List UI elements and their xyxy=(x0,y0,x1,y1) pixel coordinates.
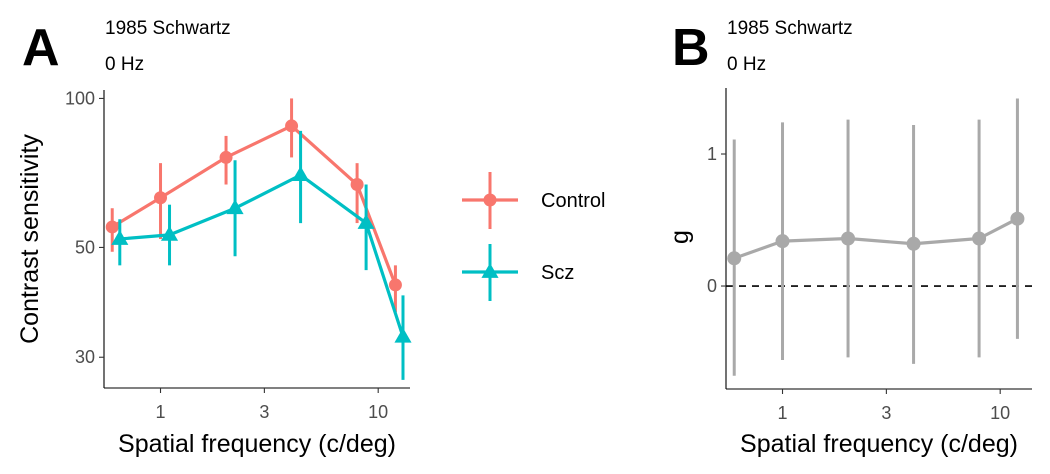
series-line-scz xyxy=(119,173,405,338)
panel-a-x-axis-title: Spatial frequency (c/deg) xyxy=(118,430,396,458)
data-point-scz xyxy=(111,230,129,245)
legend-label-scz: Scz xyxy=(541,262,574,284)
panel-a-x-tick-label: 10 xyxy=(368,402,388,422)
data-point-control xyxy=(388,278,402,292)
effect-size-point xyxy=(906,236,921,251)
data-point-control xyxy=(154,191,168,205)
effect-size-point xyxy=(972,231,987,246)
panel-a-subtitle-frequency: 0 Hz xyxy=(105,54,144,75)
panel-b-x-axis-title: Spatial frequency (c/deg) xyxy=(740,430,1018,458)
data-point-control xyxy=(350,178,364,192)
panel-a-x-tick-label: 3 xyxy=(259,402,269,422)
panel-a-y-axis-title: Contrast sensitivity xyxy=(16,134,44,344)
effect-size-point xyxy=(841,231,856,246)
legend-label-control: Control xyxy=(541,190,605,212)
panel-b: B 1985 Schwartz 0 Hz 1 3 10 0 1 Spatial freq… xyxy=(666,18,1032,458)
legend-marker-control xyxy=(483,193,497,207)
panel-b-subtitle-study: 1985 Schwartz xyxy=(727,18,853,39)
effect-size-point xyxy=(727,251,742,266)
panel-a: A 1985 Schwartz 0 Hz 1 3 10 30 50 100 Spatial… xyxy=(16,18,412,458)
data-point-scz xyxy=(226,199,244,215)
data-point-control xyxy=(105,220,119,234)
panel-b-y-tick-label: 1 xyxy=(707,144,717,164)
legend: Control Scz xyxy=(462,172,605,301)
panel-a-subtitle-study: 1985 Schwartz xyxy=(105,18,231,39)
panel-b-y-axis-title: g xyxy=(666,230,694,244)
panel-b-letter: B xyxy=(672,19,710,77)
effect-size-point xyxy=(775,234,790,249)
data-point-scz xyxy=(357,214,375,229)
panel-b-x-tick-label: 1 xyxy=(778,403,788,423)
panel-b-x-tick-label: 3 xyxy=(881,403,891,423)
data-point-scz xyxy=(160,225,179,241)
effect-size-point xyxy=(1010,211,1025,226)
panel-a-y-tick-label: 50 xyxy=(75,237,95,257)
panel-a-x-tick-label: 1 xyxy=(156,402,166,422)
data-point-control xyxy=(219,150,233,164)
legend-marker-scz xyxy=(481,263,499,278)
data-point-control xyxy=(285,119,299,133)
panel-b-y-tick-label: 0 xyxy=(707,276,717,296)
data-point-scz xyxy=(394,327,412,343)
panel-b-x-tick-label: 10 xyxy=(990,403,1010,423)
panel-a-letter: A xyxy=(22,19,60,77)
panel-a-y-tick-label: 100 xyxy=(65,88,95,108)
data-point-scz xyxy=(292,166,310,181)
series-line-control xyxy=(111,124,397,286)
effect-size-line xyxy=(733,217,1019,260)
panel-a-y-tick-label: 30 xyxy=(75,347,95,367)
panel-b-subtitle-frequency: 0 Hz xyxy=(727,54,766,75)
